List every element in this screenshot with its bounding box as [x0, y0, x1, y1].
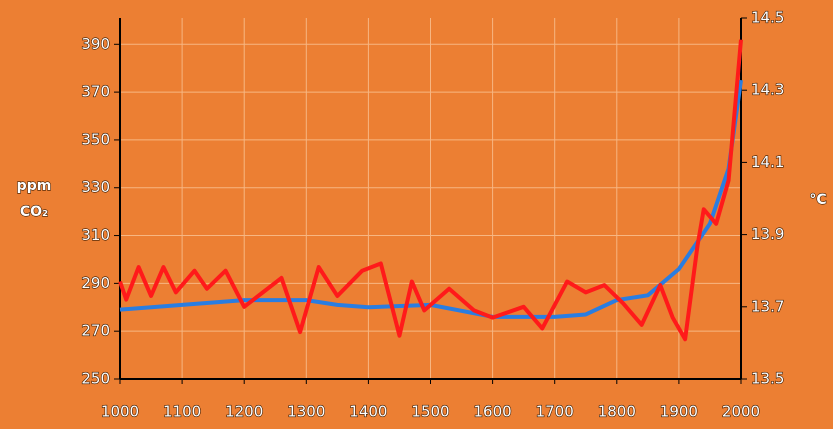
x-tick-label: 1700	[536, 403, 574, 421]
y-tick-label: 390	[81, 35, 110, 53]
y2-label: °C	[809, 192, 826, 208]
y-tick-label: 310	[81, 226, 110, 244]
x-tick-label: 1100	[163, 403, 201, 421]
y2-tick-label: 14.5	[751, 9, 784, 27]
x-tick-label: 1500	[411, 403, 449, 421]
y2-tick-label: 14.3	[751, 81, 784, 99]
x-tick-label: 1600	[474, 403, 512, 421]
y-tick-label: 290	[81, 274, 110, 292]
y2-tick-label: 13.7	[751, 297, 784, 315]
y-tick-label: 370	[81, 83, 110, 101]
y-tick-label: 250	[81, 370, 110, 388]
x-tick-label: 1800	[598, 403, 636, 421]
x-tick-label: 2000	[722, 403, 760, 421]
y-tick-label: 270	[81, 322, 110, 340]
y-label: CO₂	[20, 204, 48, 220]
y-label: ppm	[17, 178, 52, 194]
series-line	[118, 39, 743, 342]
y-tick-label: 350	[81, 130, 110, 148]
x-tick-label: 1400	[349, 403, 387, 421]
x-tick-label: 1000	[101, 403, 139, 421]
y2-tick-label: 14.1	[751, 153, 784, 171]
x-tick-label: 1300	[287, 403, 325, 421]
y2-tick-label: 13.5	[751, 370, 784, 388]
x-tick-label: 1200	[225, 403, 263, 421]
y-tick-label: 330	[81, 178, 110, 196]
series-line	[119, 79, 743, 319]
x-tick-label: 1900	[660, 403, 698, 421]
y2-tick-label: 13.9	[751, 225, 784, 243]
